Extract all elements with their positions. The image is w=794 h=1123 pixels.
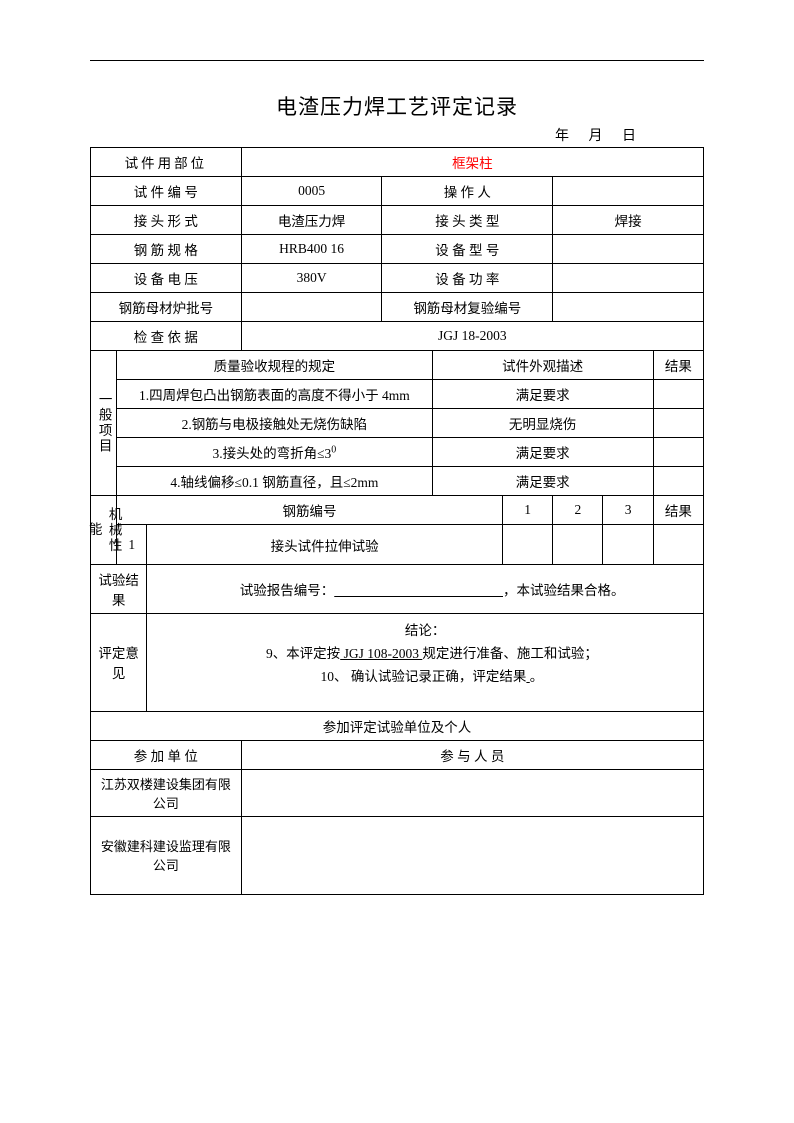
value-operator	[553, 177, 704, 206]
value-equip-power	[553, 264, 704, 293]
label-operator: 操 作 人	[382, 177, 553, 206]
label-equip-power: 设 备 功 率	[382, 264, 553, 293]
mech-v1	[502, 525, 552, 565]
row-general-3: 3.接头处的弯折角≤30 满足要求	[91, 438, 704, 467]
conc2a: 10、 确认试验记录正确，评定结果	[321, 669, 527, 684]
report-suffix: ，本试验结果合格。	[503, 583, 625, 598]
value-joint-type: 焊接	[553, 206, 704, 235]
row-test-result: 试验结果 试验报告编号： ，本试验结果合格。	[91, 565, 704, 614]
general-res-1	[653, 380, 703, 409]
label-general-items: 一般项目	[91, 351, 117, 496]
label-spec-no: 试 件 编 号	[91, 177, 242, 206]
conc1std: JGJ 108-2003	[340, 646, 422, 661]
label-basis: 检 查 依 据	[91, 322, 242, 351]
conclusion-label: 结论：	[405, 623, 446, 638]
mech-col-3: 3	[603, 496, 653, 525]
mech-text-1: 接头试件拉伸试验	[147, 525, 503, 565]
general-desc-4: 满足要求	[432, 467, 653, 496]
value-equip-volt: 380V	[241, 264, 382, 293]
general-desc-3: 满足要求	[432, 438, 653, 467]
label-result-2: 结果	[653, 496, 703, 525]
row-opinion: 评定意见 结论： 9、本评定按 JGJ 108-2003 规定进行准备、施工和试…	[91, 614, 704, 712]
value-recheck	[553, 293, 704, 322]
label-people: 参 与 人 员	[241, 740, 703, 769]
label-equip-model: 设 备 型 号	[382, 235, 553, 264]
opinion-text: 结论： 9、本评定按 JGJ 108-2003 规定进行准备、施工和试验； 10…	[147, 614, 704, 712]
row-general-header: 一般项目 质量验收规程的规定 试件外观描述 结果	[91, 351, 704, 380]
general-rule-3: 3.接头处的弯折角≤30	[117, 438, 433, 467]
report-no-label: 试验报告编号：	[226, 583, 335, 598]
row-unit-header: 参 加 单 位 参 与 人 员	[91, 740, 704, 769]
general-desc-1: 满足要求	[432, 380, 653, 409]
label-mech: 机械性能	[91, 496, 117, 565]
row-use-part: 试件用部位 框架柱	[91, 148, 704, 177]
participants-title: 参加评定试验单位及个人	[91, 711, 704, 740]
value-use-part: 框架柱	[241, 148, 703, 177]
test-result-text: 试验报告编号： ，本试验结果合格。	[147, 565, 704, 614]
label-result-1: 结果	[653, 351, 703, 380]
row-unit-2: 安徽建科建设监理有限公司	[91, 816, 704, 894]
label-rebar-spec: 钢 筋 规 格	[91, 235, 242, 264]
row-basis: 检 查 依 据 JGJ 18-2003	[91, 322, 704, 351]
label-batch: 钢筋母材炉批号	[91, 293, 242, 322]
row-mech-header: 机械性能 钢筋编号 1 2 3 结果	[91, 496, 704, 525]
mech-col-2: 2	[553, 496, 603, 525]
date-row: 年 月 日	[90, 125, 704, 145]
label-quality-rule: 质量验收规程的规定	[117, 351, 433, 380]
people-1	[241, 769, 703, 816]
row-general-2: 2.钢筋与电极接触处无烧伤缺陷 无明显烧伤	[91, 409, 704, 438]
label-recheck: 钢筋母材复验编号	[382, 293, 553, 322]
row-rebar-spec: 钢 筋 规 格 HRB400 16 设 备 型 号	[91, 235, 704, 264]
value-equip-model	[553, 235, 704, 264]
unit-2: 安徽建科建设监理有限公司	[91, 816, 242, 894]
value-joint-form: 电渣压力焊	[241, 206, 382, 235]
row-spec-no: 试 件 编 号 0005 操 作 人	[91, 177, 704, 206]
general-res-4	[653, 467, 703, 496]
label-use-part: 试件用部位	[91, 148, 242, 177]
row-joint-form: 接 头 形 式 电渣压力焊 接 头 类 型 焊接	[91, 206, 704, 235]
general-rule-2: 2.钢筋与电极接触处无烧伤缺陷	[117, 409, 433, 438]
row-equip-volt: 设 备 电 压 380V 设 备 功 率	[91, 264, 704, 293]
row-batch: 钢筋母材炉批号 钢筋母材复验编号	[91, 293, 704, 322]
row-unit-1: 江苏双楼建设集团有限公司	[91, 769, 704, 816]
value-spec-no: 0005	[241, 177, 382, 206]
report-no-blank	[334, 583, 503, 598]
row-general-1: 1.四周焊包凸出钢筋表面的高度不得小于 4mm 满足要求	[91, 380, 704, 409]
mech-col-1: 1	[502, 496, 552, 525]
label-opinion: 评定意见	[91, 614, 147, 712]
top-rule	[90, 60, 704, 61]
label-appearance: 试件外观描述	[432, 351, 653, 380]
general-res-3	[653, 438, 703, 467]
label-rebar-no: 钢筋编号	[117, 496, 503, 525]
label-joint-form: 接 头 形 式	[91, 206, 242, 235]
label-test-result: 试验结果	[91, 565, 147, 614]
page-title: 电渣压力焊工艺评定记录	[90, 91, 704, 121]
value-rebar-spec: HRB400 16	[241, 235, 382, 264]
conc1a: 9、本评定按	[266, 646, 340, 661]
people-2	[241, 816, 703, 894]
label-joint-type: 接 头 类 型	[382, 206, 553, 235]
general-rule-4: 4.轴线偏移≤0.1 钢筋直径，且≤2mm	[117, 467, 433, 496]
conc1b: 规定进行准备、施工和试验；	[422, 646, 598, 661]
general-rule-1: 1.四周焊包凸出钢筋表面的高度不得小于 4mm	[117, 380, 433, 409]
general-desc-2: 无明显烧伤	[432, 409, 653, 438]
label-unit: 参 加 单 位	[91, 740, 242, 769]
mech-v3	[603, 525, 653, 565]
label-equip-volt: 设 备 电 压	[91, 264, 242, 293]
mech-r1	[653, 525, 703, 565]
record-table: 试件用部位 框架柱 试 件 编 号 0005 操 作 人 接 头 形 式 电渣压…	[90, 147, 704, 895]
unit-1: 江苏双楼建设集团有限公司	[91, 769, 242, 816]
row-general-4: 4.轴线偏移≤0.1 钢筋直径，且≤2mm 满足要求	[91, 467, 704, 496]
general-rule-3-sup: 0	[331, 445, 336, 456]
general-res-2	[653, 409, 703, 438]
conc2b: 。	[530, 669, 544, 684]
value-batch	[241, 293, 382, 322]
general-rule-3-text: 3.接头处的弯折角≤3	[212, 446, 331, 461]
value-basis: JGJ 18-2003	[241, 322, 703, 351]
mech-v2	[553, 525, 603, 565]
row-mech-1: 1 接头试件拉伸试验	[91, 525, 704, 565]
row-participants-title: 参加评定试验单位及个人	[91, 711, 704, 740]
